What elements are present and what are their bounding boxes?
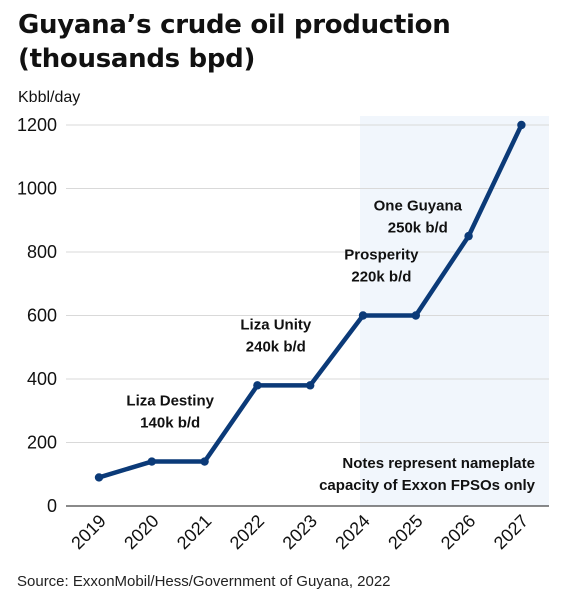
y-tick-label: 200 — [27, 433, 57, 453]
fpso-annotation: 140k b/d — [140, 415, 200, 432]
x-tick-label: 2025 — [384, 511, 426, 553]
x-tick-label: 2021 — [173, 511, 215, 553]
capacity-note: Notes represent nameplate — [342, 455, 535, 472]
y-tick-label: 0 — [47, 496, 57, 516]
y-tick-label: 1200 — [17, 115, 57, 135]
x-tick-label: 2022 — [226, 511, 268, 553]
data-points — [94, 120, 526, 482]
x-tick-label: 2019 — [67, 511, 109, 553]
capacity-note: capacity of Exxon FPSOs only — [319, 477, 536, 494]
y-tick-label: 400 — [27, 369, 57, 389]
data-point — [517, 120, 526, 130]
fpso-annotation: 240k b/d — [246, 338, 306, 355]
x-tick-label: 2027 — [490, 511, 532, 553]
fpso-annotation: Liza Unity — [240, 316, 311, 333]
fpso-annotation: 220k b/d — [351, 269, 411, 286]
data-point — [94, 473, 104, 482]
data-point — [358, 311, 368, 320]
fpso-annotation: Prosperity — [344, 247, 419, 264]
y-tick-label: 800 — [27, 242, 57, 262]
fpso-annotation: Liza Destiny — [126, 393, 214, 410]
x-axis-ticks: 2019 2020 2021 2022 2023 2024 2025 2026 2027 — [67, 511, 532, 553]
data-point — [411, 311, 420, 320]
x-tick-label: 2020 — [120, 511, 162, 553]
y-axis-unit-label: Kbbl/day — [18, 89, 80, 106]
data-point — [200, 457, 209, 466]
x-tick-label: 2023 — [279, 511, 321, 553]
data-point — [253, 381, 262, 390]
data-point — [147, 457, 156, 466]
gridlines — [66, 124, 549, 507]
x-tick-label: 2024 — [331, 511, 373, 553]
annotations: Liza Destiny 140k b/d Liza Unity 240k b/d Pr… — [126, 198, 535, 495]
source-note: Source: ExxonMobil/Hess/Government of Gu… — [17, 573, 391, 590]
data-point — [306, 381, 315, 390]
fpso-annotation: One Guyana — [374, 198, 463, 215]
data-point — [464, 231, 473, 241]
x-tick-label: 2026 — [437, 511, 479, 553]
y-axis-ticks: 0 200 400 600 800 1000 1200 — [17, 115, 57, 516]
forecast-shaded-region — [360, 116, 549, 506]
y-tick-label: 600 — [27, 306, 57, 326]
fpso-annotation: 250k b/d — [388, 220, 448, 237]
y-tick-label: 1000 — [17, 179, 57, 199]
chart-title: Guyana’s crude oil production (thousands… — [18, 10, 451, 74]
